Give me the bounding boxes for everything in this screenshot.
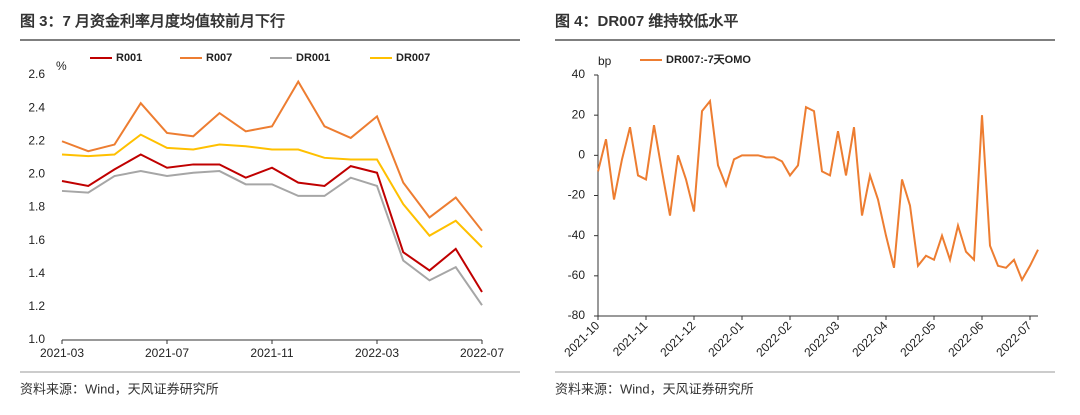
legend-label: R007 bbox=[206, 52, 232, 64]
x-tick-label: 2022-05 bbox=[897, 318, 938, 359]
y-tick-label: 1.4 bbox=[28, 266, 45, 280]
legend-label: R001 bbox=[116, 52, 142, 64]
y-tick-label: 1.8 bbox=[28, 200, 45, 214]
y-tick-label: 1.6 bbox=[28, 233, 45, 247]
y-tick-label: 2.6 bbox=[28, 67, 45, 81]
legend-label: DR007 bbox=[396, 52, 430, 64]
legend-label: DR007:-7天OMO bbox=[666, 53, 751, 66]
x-tick-label: 2021-12 bbox=[657, 318, 698, 359]
legend-label: DR001 bbox=[296, 52, 330, 64]
y-tick-label: -60 bbox=[568, 268, 586, 282]
chart-title: 图 3：7 月资金利率月度均值较前月下行 bbox=[20, 12, 285, 30]
y-tick-label: 0 bbox=[578, 148, 585, 162]
x-tick-label: 2021-03 bbox=[40, 346, 84, 360]
y-tick-label: 1.0 bbox=[28, 332, 45, 346]
x-tick-label: 2022-07 bbox=[460, 346, 504, 360]
y-tick-label: 2.2 bbox=[28, 133, 45, 147]
x-tick-label: 2021-11 bbox=[250, 346, 293, 360]
y-tick-label: -40 bbox=[568, 228, 586, 242]
x-tick-label: 2022-06 bbox=[945, 318, 986, 359]
series-line bbox=[61, 153, 483, 293]
source: 资料来源：Wind，天风证券研究所 bbox=[555, 381, 754, 396]
x-tick-label: 2021-07 bbox=[145, 346, 189, 360]
x-tick-label: 2022-03 bbox=[355, 346, 399, 360]
x-tick-label: 2022-02 bbox=[753, 318, 794, 359]
series-line bbox=[61, 133, 483, 248]
x-tick-label: 2022-07 bbox=[993, 318, 1034, 359]
source: 资料来源：Wind，天风证券研究所 bbox=[20, 381, 219, 396]
x-tick-label: 2021-11 bbox=[610, 318, 651, 359]
y-tick-label: -80 bbox=[568, 308, 586, 322]
series-line bbox=[61, 170, 483, 306]
series-line bbox=[61, 79, 483, 232]
y-tick-label: -20 bbox=[568, 188, 586, 202]
x-tick-label: 2022-03 bbox=[801, 318, 842, 359]
y-tick-label: 2.0 bbox=[28, 167, 45, 181]
y-tick-label: 2.4 bbox=[28, 100, 45, 114]
y-tick-label: 40 bbox=[572, 67, 586, 81]
x-tick-label: 2021-10 bbox=[561, 318, 602, 359]
y-unit: % bbox=[56, 59, 67, 73]
series-line bbox=[597, 98, 1039, 283]
y-tick-label: 1.2 bbox=[28, 299, 45, 313]
x-tick-label: 2022-04 bbox=[849, 318, 890, 359]
chart-title: 图 4：DR007 维持较低水平 bbox=[555, 12, 738, 30]
x-tick-label: 2022-01 bbox=[705, 318, 746, 359]
y-unit: bp bbox=[598, 54, 612, 68]
y-tick-label: 20 bbox=[572, 107, 586, 121]
